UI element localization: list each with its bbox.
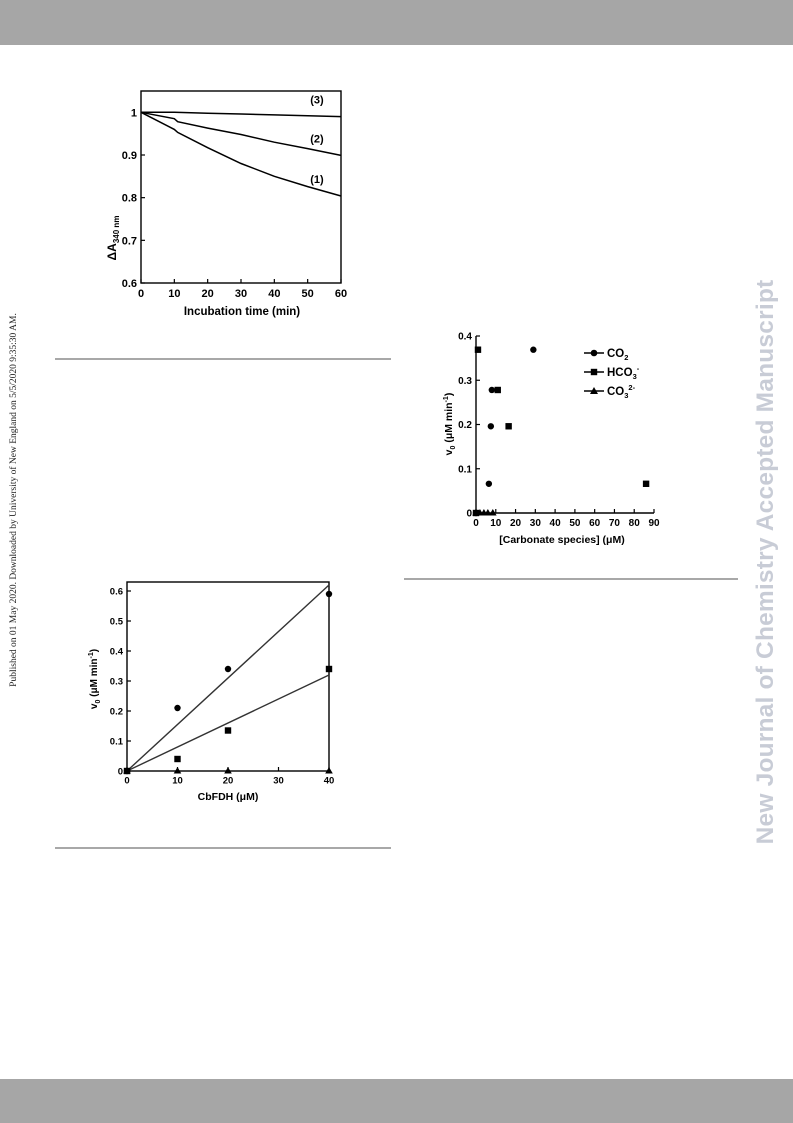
absorbance-series-line-1 [140, 111, 342, 197]
absorbance-x-tick-label: 10 [168, 288, 180, 300]
carbonate-y-tick-label: 0.4 [458, 332, 472, 343]
carbonate-x-tick-label: 90 [648, 518, 660, 529]
carbonate-y-tick-label: 0.3 [458, 376, 472, 387]
cbfdh-y-tick-label: 0.6 [110, 586, 123, 597]
cbfdh-y-label: v0 (μM min-1) [88, 649, 102, 709]
carbonate-legend: CO2 HCO3- CO32- [584, 348, 640, 400]
absorbance-plot-area: 0 10 20 30 40 50 60 0.6 0.7 0.8 0.9 1 (1) (2) (3) [122, 90, 347, 300]
absorbance-x-tick-label: 30 [235, 288, 247, 300]
absorbance-x-tick-label: 0 [138, 288, 144, 300]
svg-text:CO2: CO2 [607, 348, 628, 362]
absorbance-x-tick-label: 40 [268, 288, 280, 300]
cbfdh-x-label: CbFDH (μM) [198, 791, 259, 803]
carbonate-y-tick-label: 0.1 [458, 464, 472, 475]
absorbance-series-label: (2) [310, 133, 324, 145]
absorbance-series-label: (3) [310, 95, 324, 107]
carbonate-y-tick-label: 0 [466, 509, 472, 520]
carbonate-x-tick-label: 0 [473, 518, 479, 529]
absorbance-series-line-2 [140, 111, 342, 157]
figure2-separator [404, 578, 738, 580]
figure1-separator [55, 358, 391, 360]
carbonate-x-tick-label: 20 [510, 518, 522, 529]
cbfdh-point-circle [224, 665, 232, 673]
page-footer-band [0, 1079, 793, 1123]
absorbance-y-tick-label: 0.8 [122, 193, 137, 205]
carbonate-y-label: v0 (μM min-1) [443, 393, 457, 456]
carbonate-x-tick-label: 80 [629, 518, 641, 529]
cbfdh-point-square [325, 665, 333, 673]
cbfdh-x-tick-label: 10 [172, 776, 183, 787]
absorbance-series-label: (1) [310, 174, 324, 186]
carbonate-plot-area: 0 10 20 30 40 50 60 70 80 90 0 0.1 0.2 0.3 0.4 [458, 332, 660, 529]
absorbance-y-tick-label: 0.6 [122, 278, 137, 290]
carbonate-x-tick-label: 40 [550, 518, 562, 529]
carbonate-x-tick-label: 70 [609, 518, 621, 529]
absorbance-series-line-3 [141, 111, 342, 118]
svg-text:CO32-: CO32- [607, 383, 636, 400]
carbonate-point-circle [488, 386, 496, 394]
absorbance-y-tick-label: 0.7 [122, 235, 137, 247]
cbfdh-x-tick-label: 30 [273, 776, 284, 787]
absorbance-y-tick-label: 1 [131, 107, 137, 119]
cbfdh-plot-area: 0 10 20 30 40 0 0.1 0.2 0.3 0.4 0.5 0.6 [110, 581, 335, 787]
page-header-band [0, 0, 793, 45]
cbfdh-x-tick-label: 20 [223, 776, 234, 787]
carbonate-point-circle [487, 423, 495, 430]
cbfdh-fit-line [126, 674, 330, 772]
cbfdh-point-triangle [325, 767, 333, 774]
cbfdh-chart: 0 10 20 30 40 0 0.1 0.2 0.3 0.4 0.5 0.6 v0 (μM min-… [88, 581, 335, 803]
svg-text:HCO3-: HCO3- [607, 364, 640, 381]
carbonate-x-tick-label: 50 [569, 518, 581, 529]
carbonate-x-tick-label: 10 [490, 518, 502, 529]
absorbance-x-tick-label: 20 [202, 288, 214, 300]
cbfdh-y-tick-label: 0.3 [110, 676, 123, 687]
carbonate-species-chart: 0 10 20 30 40 50 60 70 80 90 0 0.1 0.2 0.3 0.4 v0 (μM … [443, 332, 660, 546]
absorbance-x-tick-label: 60 [335, 288, 347, 300]
figure3-separator [55, 847, 391, 849]
cbfdh-x-tick-label: 40 [324, 776, 335, 787]
absorbance-y-tick-label: 0.9 [122, 150, 137, 162]
absorbance-x-label: Incubation time (min) [184, 306, 300, 318]
cbfdh-y-tick-label: 0.2 [110, 706, 123, 717]
cbfdh-y-tick-label: 0 [118, 766, 123, 777]
carbonate-point-circle [485, 480, 493, 487]
carbonate-x-label: [Carbonate species] (μM) [499, 534, 624, 546]
cbfdh-point-triangle [173, 767, 182, 774]
cbfdh-x-tick-label: 0 [124, 776, 129, 787]
carbonate-point-triangle [484, 509, 492, 516]
carbonate-point-square [474, 346, 482, 353]
carbonate-y-tick-label: 0.2 [458, 420, 472, 431]
cbfdh-y-tick-label: 0.1 [110, 736, 124, 747]
cbfdh-point-square [174, 755, 181, 763]
journal-watermark: New Journal of Chemistry Accepted Manusc… [752, 279, 779, 845]
cbfdh-point-circle [174, 704, 181, 712]
carbonate-x-tick-label: 60 [589, 518, 601, 529]
cbfdh-y-tick-label: 0.5 [110, 616, 124, 627]
carbonate-x-tick-label: 30 [530, 518, 542, 529]
carbonate-point-square [505, 423, 512, 430]
legend-entry-co2: CO2 [584, 348, 628, 362]
cbfdh-point-square [224, 727, 232, 734]
cbfdh-y-tick-label: 0.4 [110, 646, 124, 657]
absorbance-y-label: ΔA340 nm [105, 216, 121, 261]
cbfdh-fit-line [126, 584, 330, 772]
cbfdh-point-triangle [123, 767, 131, 774]
absorbance-chart: 0 10 20 30 40 50 60 0.6 0.7 0.8 0.9 1 (1) (2) (3) ΔA34… [105, 90, 347, 318]
legend-entry-hco3: HCO3- [584, 364, 640, 381]
carbonate-point-square [494, 386, 501, 394]
carbonate-point-triangle [489, 509, 497, 516]
published-note: Published on 01 May 2020. Downloaded by … [9, 313, 19, 687]
cbfdh-point-circle [325, 590, 333, 598]
carbonate-point-circle [530, 346, 537, 353]
legend-entry-co3: CO32- [584, 383, 636, 400]
carbonate-point-square [642, 480, 650, 487]
absorbance-x-tick-label: 50 [302, 288, 314, 300]
cbfdh-point-triangle [224, 767, 232, 774]
